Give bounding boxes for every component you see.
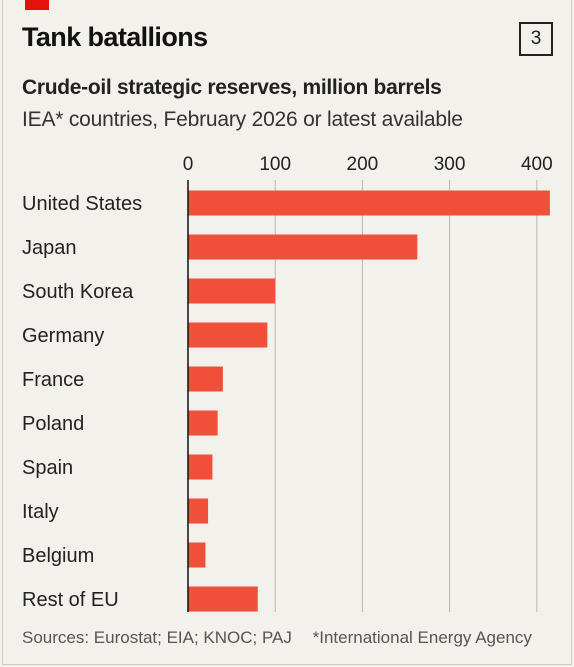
category-label: Germany [22,325,104,347]
category-label: United States [22,193,142,215]
category-label: Japan [22,237,77,259]
category-label: Rest of EU [22,589,119,611]
x-tick-label: 300 [434,154,466,175]
chart-subtitle: Crude-oil strategic reserves, million ba… [22,76,442,99]
chart-description: IEA* countries, February 2026 or latest … [22,108,463,131]
bar [188,498,209,524]
bar [188,586,258,612]
brand-tab [25,0,49,10]
x-tick-label: 0 [183,154,194,175]
bar [188,542,206,568]
chart-number-badge: 3 [519,22,553,56]
category-label: Poland [22,413,84,435]
bar [188,410,218,436]
bar [188,234,418,260]
bar [188,454,213,480]
source-footer: Sources: Eurostat; EIA; KNOC; PAJ *Inter… [22,628,532,648]
category-label: Italy [22,501,59,523]
category-label: South Korea [22,281,134,303]
bar [188,190,550,216]
sources-text: Sources: Eurostat; EIA; KNOC; PAJ [22,628,292,647]
bar [188,322,268,348]
chart-title: Tank batallions [22,22,208,52]
category-label: Belgium [22,545,94,567]
x-tick-label: 200 [347,154,379,175]
x-tick-label: 100 [259,154,291,175]
bar [188,366,223,392]
x-tick-label: 400 [521,154,553,175]
category-label: France [22,369,84,391]
category-label: Spain [22,457,73,479]
bar [188,278,276,304]
footnote-text: *International Energy Agency [312,628,532,647]
